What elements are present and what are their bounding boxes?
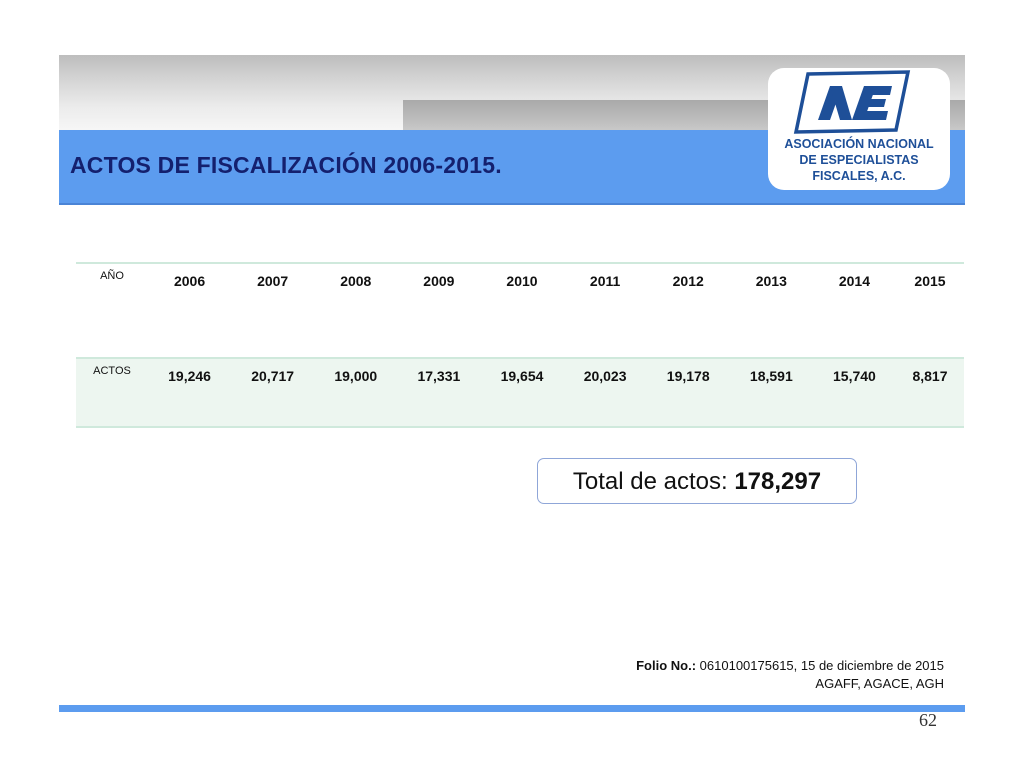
ane-logo-mark [793, 70, 911, 134]
total-value: 178,297 [734, 468, 822, 495]
folio-label: Folio No.: [636, 658, 697, 673]
folio-text: 0610100175615, 15 de diciembre de 2015 [699, 658, 944, 673]
header-label: AÑO [76, 262, 148, 358]
logo-line-3: FISCALES, A.C. [812, 169, 906, 183]
logo-line-1: ASOCIACIÓN NACIONAL [784, 137, 934, 151]
ane-logo-text: ASOCIACIÓN NACIONAL DE ESPECIALISTAS FIS… [768, 136, 950, 184]
ane-logo: ASOCIACIÓN NACIONAL DE ESPECIALISTAS FIS… [768, 68, 950, 190]
value-cell: 8,817 [895, 357, 964, 428]
value-cell: 19,178 [646, 357, 730, 428]
year-cell: 2013 [729, 262, 813, 358]
row-label: ACTOS [76, 357, 148, 428]
page-number: 62 [919, 710, 937, 730]
year-cell: 2014 [812, 262, 896, 358]
slide-title: ACTOS DE FISCALIZACIÓN 2006-2015. [70, 152, 502, 178]
table-header-row: AÑO 2006 2007 2008 2009 2010 2011 2012 2… [76, 262, 964, 358]
year-cell: 2011 [563, 262, 647, 358]
year-cell: 2007 [231, 262, 315, 358]
agencies-line: AGAFF, AGACE, AGH [815, 676, 944, 691]
year-cell: 2008 [314, 262, 398, 358]
year-cell: 2006 [148, 262, 232, 358]
value-cell: 18,591 [729, 357, 813, 428]
acts-table: AÑO 2006 2007 2008 2009 2010 2011 2012 2… [76, 262, 964, 428]
total-box: Total de actos: 178,297 [537, 458, 857, 504]
year-cell: 2015 [895, 262, 964, 358]
total-label: Total de actos: [572, 468, 728, 495]
footer-bar [59, 705, 965, 712]
table-row: ACTOS 19,246 20,717 19,000 17,331 19,654… [76, 357, 964, 428]
value-cell: 19,246 [148, 357, 232, 428]
year-cell: 2010 [480, 262, 564, 358]
source-note: Folio No.: 0610100175615, 15 de diciembr… [636, 657, 944, 693]
value-cell: 19,000 [314, 357, 398, 428]
value-cell: 15,740 [812, 357, 896, 428]
year-cell: 2012 [646, 262, 730, 358]
logo-line-2: DE ESPECIALISTAS [799, 153, 919, 167]
value-cell: 17,331 [397, 357, 481, 428]
value-cell: 20,717 [231, 357, 315, 428]
value-cell: 20,023 [563, 357, 647, 428]
year-cell: 2009 [397, 262, 481, 358]
folio-line: Folio No.: 0610100175615, 15 de diciembr… [636, 657, 944, 675]
value-cell: 19,654 [480, 357, 564, 428]
